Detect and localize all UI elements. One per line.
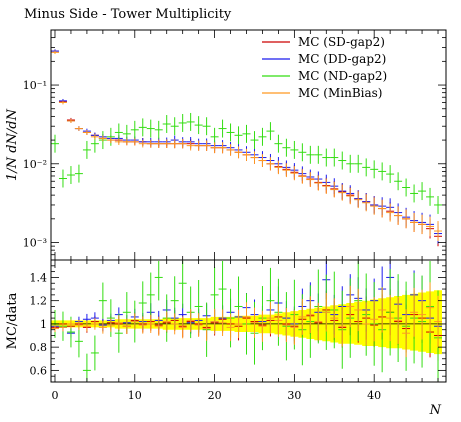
legend-label: MC (MinBias) [298,86,382,100]
main-panel-series [51,49,443,247]
y-tick-label: 10⁻¹ [23,79,47,92]
x-tick-label: 10 [128,389,142,402]
data-uncertainty-band [51,290,446,355]
main-panel-frame [50,29,447,261]
legend-label: MC (ND-gap2) [298,69,387,83]
series-mc-minbias [51,282,443,358]
y-tick-label: 1.4 [30,271,48,284]
main-y-axis: 10⁻¹ 10⁻² 10⁻³ [23,29,446,261]
ratio-panel-frame [50,259,447,383]
main-y-axis-label: 1/N dN/dN [5,108,20,181]
y-tick-label: 0.8 [30,341,48,354]
y-tick-label: 10⁻³ [23,237,47,250]
x-tick-label: 20 [208,389,222,402]
y-tick-label: 10⁻² [23,158,47,171]
legend-label: MC (SD-gap2) [298,35,385,49]
y-tick-label: 1.2 [30,295,48,308]
chart-title: Minus Side - Tower Multiplicity [24,7,232,22]
x-axis-label: N [429,403,442,418]
y-tick-label: 1 [40,318,47,331]
legend-label: MC (DD-gap2) [298,52,386,66]
x-tick-label: 0 [51,389,58,402]
x-axis: 0 10 20 30 40 [51,30,439,402]
y-tick-label: 0.6 [30,364,48,377]
x-tick-label: 40 [367,389,381,402]
x-tick-label: 30 [287,389,301,402]
legend: MC (SD-gap2) MC (DD-gap2) MC (ND-gap2) MC (… [262,35,387,100]
ratio-panel-series [51,261,443,381]
ratio-y-axis: 0.6 0.8 1 1.2 1.4 [30,265,446,383]
series-mc-minbias [51,50,443,241]
series-mc-nd-gap2 [51,112,443,214]
ratio-y-axis-label: MC/data [5,292,20,349]
